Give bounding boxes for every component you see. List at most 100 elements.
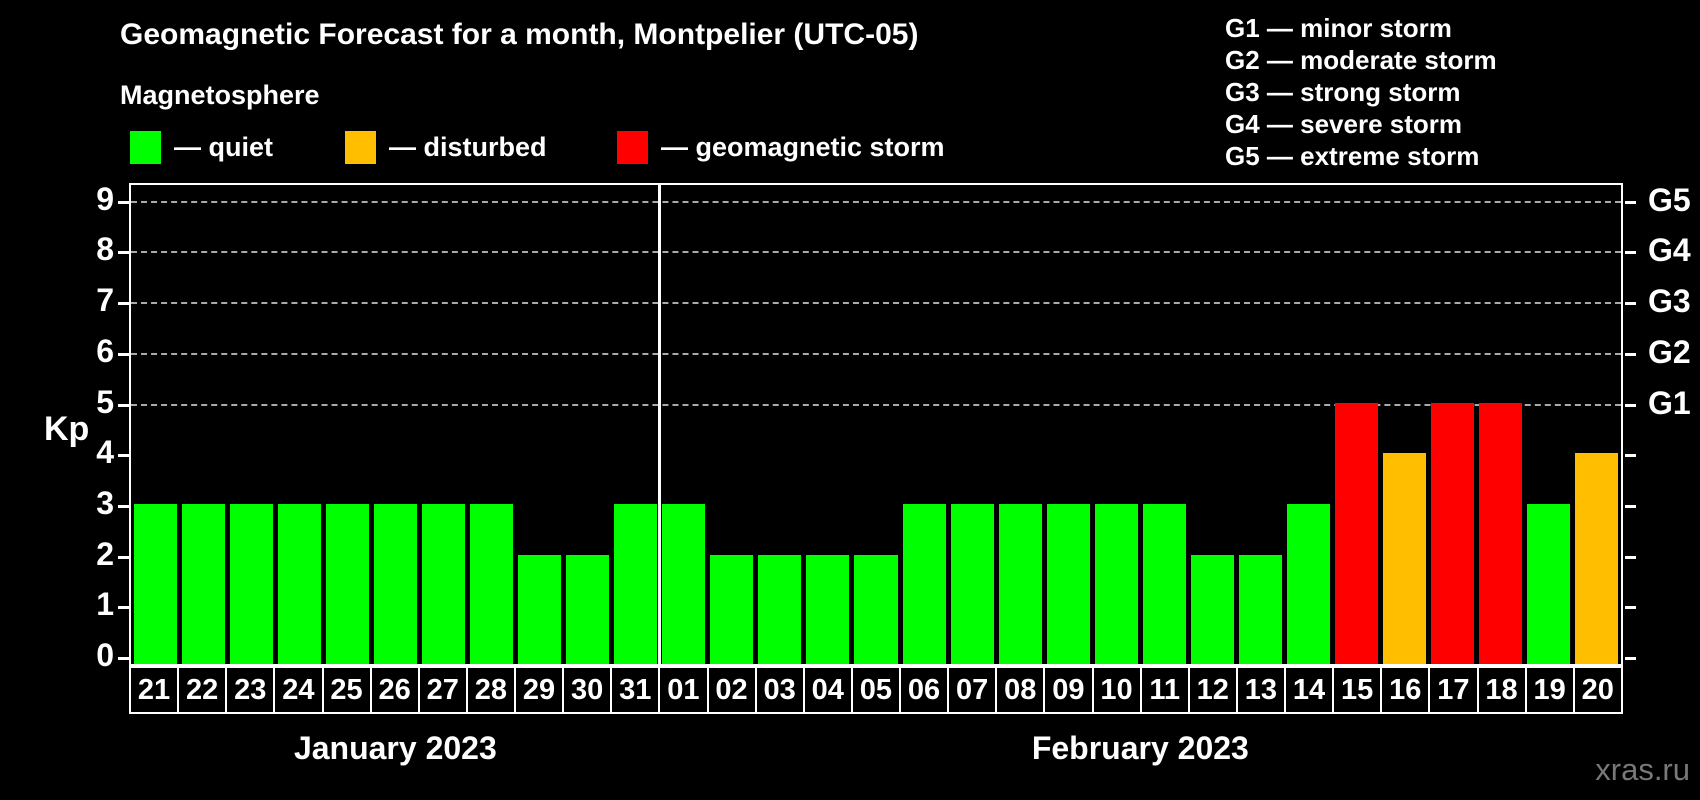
- day-cell-jan-24: 24: [275, 668, 324, 712]
- day-axis-row: 21 22 23 24 25 26 27 28 29 30 31 01 02 03 04 05 06 07 08 09…: [129, 666, 1623, 714]
- day-cell-feb-06: 06: [901, 668, 950, 712]
- left-tick-kp1: [118, 606, 129, 610]
- g-axis-label-g2: G2: [1648, 333, 1691, 370]
- day-cell-feb-01: 01: [660, 668, 709, 712]
- y-tick-label-1: 1: [96, 586, 114, 623]
- g-legend-line-5: G5 — extreme storm: [1225, 141, 1480, 171]
- g-scale-legend: G1 — minor storm G2 — moderate storm G3 — …: [1225, 12, 1497, 172]
- right-tick-kp6: [1625, 352, 1636, 356]
- bar-day-feb-03: [758, 554, 802, 664]
- right-tick-kp4: [1625, 454, 1636, 458]
- gridline-kp7: [131, 302, 1621, 305]
- storm-color-swatch: [617, 131, 648, 164]
- legend-item-disturbed: — disturbed: [345, 131, 547, 164]
- gridline-kp5: [131, 403, 1621, 406]
- month-label-february: February 2023: [1031, 730, 1249, 766]
- bar-day-feb-10: [1094, 503, 1138, 664]
- day-cell-jan-29: 29: [516, 668, 565, 712]
- day-cell-feb-19: 19: [1527, 668, 1575, 712]
- day-cell-jan-22: 22: [179, 668, 228, 712]
- bar-day-jan-30: [566, 554, 610, 664]
- quiet-color-swatch: [130, 131, 161, 164]
- day-cell-feb-14: 14: [1286, 668, 1335, 712]
- right-tick-kp8: [1625, 251, 1636, 255]
- g-axis-label-g3: G3: [1648, 283, 1691, 320]
- bar-day-feb-01: [662, 503, 706, 664]
- day-cell-feb-16: 16: [1382, 668, 1431, 712]
- legend-label-disturbed: — disturbed: [389, 132, 547, 162]
- day-cell-feb-17: 17: [1430, 668, 1479, 712]
- bar-day-jan-22: [181, 503, 225, 664]
- right-tick-kp1: [1625, 606, 1636, 610]
- day-cell-feb-09: 09: [1045, 668, 1094, 712]
- day-cell-feb-10: 10: [1094, 668, 1142, 712]
- bar-day-jan-24: [277, 503, 321, 664]
- disturbed-color-swatch: [345, 131, 376, 164]
- right-tick-kp9: [1625, 200, 1636, 204]
- plot-area: [129, 183, 1623, 666]
- day-cell-feb-20: 20: [1581, 673, 1614, 706]
- bar-day-jan-28: [469, 503, 513, 664]
- g-legend-line-4: G4 — severe storm: [1225, 109, 1463, 139]
- bar-day-feb-14: [1287, 503, 1331, 664]
- bar-day-feb-08: [998, 503, 1042, 664]
- gridline-kp6: [131, 352, 1621, 355]
- month-separator-line: [658, 185, 662, 664]
- left-tick-kp9: [118, 200, 129, 204]
- bar-day-jan-21: [133, 503, 177, 664]
- day-cell-feb-04: 04: [805, 668, 853, 712]
- bar-day-feb-09: [1046, 503, 1090, 664]
- bar-day-feb-02: [710, 554, 754, 664]
- day-cell-feb-11: 11: [1142, 668, 1190, 712]
- day-cell-feb-07: 07: [949, 668, 998, 712]
- day-cell-feb-03: 03: [757, 668, 805, 712]
- legend-label-storm: — geomagnetic storm: [661, 132, 945, 162]
- left-tick-kp0: [118, 657, 129, 660]
- bar-day-feb-05: [854, 554, 898, 664]
- left-tick-kp8: [118, 251, 129, 255]
- bar-day-feb-07: [950, 503, 994, 664]
- day-cell-jan-28: 28: [468, 668, 516, 712]
- bar-day-feb-19: [1527, 503, 1571, 664]
- bar-day-jan-27: [421, 503, 465, 664]
- y-tick-label-0: 0: [96, 637, 114, 673]
- y-tick-label-5: 5: [96, 383, 114, 420]
- g-legend-line-3: G3 — strong storm: [1225, 77, 1461, 107]
- bar-day-feb-11: [1142, 503, 1186, 664]
- bar-day-jan-25: [325, 503, 369, 664]
- g-axis-label-g4: G4: [1648, 232, 1691, 269]
- bar-day-jan-23: [229, 503, 273, 664]
- right-tick-kp2: [1625, 555, 1636, 559]
- right-tick-kp3: [1625, 504, 1636, 508]
- watermark: xras.ru: [1595, 752, 1690, 787]
- left-tick-kp7: [118, 302, 129, 306]
- g-axis-label-g5: G5: [1648, 181, 1691, 218]
- y-tick-label-3: 3: [96, 484, 114, 521]
- chart-title: Geomagnetic Forecast for a month, Montpe…: [120, 18, 919, 51]
- kp-axis-label: Kp: [44, 410, 90, 448]
- left-tick-kp2: [118, 555, 129, 559]
- day-cell-feb-18: 18: [1479, 668, 1527, 712]
- day-cell-jan-26: 26: [372, 668, 420, 712]
- left-tick-kp3: [118, 504, 129, 508]
- y-tick-label-7: 7: [96, 282, 114, 319]
- day-cell-jan-27: 27: [420, 668, 468, 712]
- day-cell-jan-31: 31: [612, 668, 661, 712]
- day-cell-feb-05: 05: [853, 668, 901, 712]
- bar-day-jan-26: [373, 503, 417, 664]
- g-legend-line-1: G1 — minor storm: [1225, 13, 1452, 43]
- right-tick-kp5: [1625, 403, 1636, 407]
- bar-day-feb-06: [902, 503, 946, 664]
- y-tick-label-9: 9: [96, 180, 114, 217]
- y-tick-label-8: 8: [96, 231, 114, 268]
- bar-day-jan-29: [518, 554, 562, 664]
- day-cell-jan-21: 21: [131, 668, 180, 712]
- bar-day-feb-15: [1335, 402, 1379, 664]
- day-cell-jan-23: 23: [227, 668, 276, 712]
- legend-item-storm: — geomagnetic storm: [617, 131, 945, 164]
- right-tick-kp0: [1625, 657, 1636, 660]
- day-cell-feb-15: 15: [1334, 668, 1383, 712]
- day-cell-jan-30: 30: [564, 668, 613, 712]
- g-legend-line-2: G2 — moderate storm: [1225, 45, 1497, 75]
